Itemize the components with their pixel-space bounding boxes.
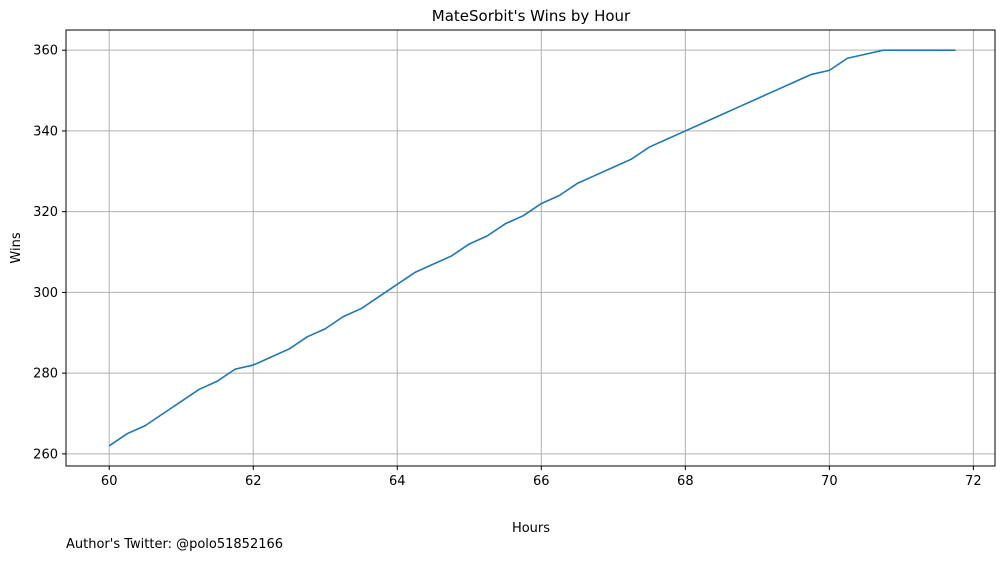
x-axis-ticks: 60 62 64 66 68 70 72: [101, 466, 982, 489]
data-point: [397, 284, 398, 285]
data-point: [145, 425, 146, 426]
data-point: [163, 413, 164, 414]
data-point: [955, 50, 956, 51]
grid: [66, 30, 995, 466]
data-point: [235, 369, 236, 370]
series-group: [108, 49, 956, 447]
x-tick-label: 60: [101, 474, 118, 489]
data-point: [793, 82, 794, 83]
y-tick-label: 340: [33, 124, 58, 139]
data-point: [811, 74, 812, 75]
data-point: [739, 106, 740, 107]
data-point: [379, 296, 380, 297]
data-point: [631, 159, 632, 160]
author-credit: Author's Twitter: @polo51852166: [66, 537, 284, 552]
data-point: [613, 167, 614, 168]
data-point: [703, 122, 704, 123]
data-point: [289, 348, 290, 349]
data-point: [109, 445, 110, 446]
data-point: [667, 138, 668, 139]
data-point: [433, 264, 434, 265]
data-point: [415, 272, 416, 273]
data-point: [685, 130, 686, 131]
x-axis-label: Hours: [512, 521, 550, 536]
data-point: [361, 308, 362, 309]
data-point: [253, 364, 254, 365]
x-tick-label: 68: [677, 474, 694, 489]
x-tick-label: 64: [389, 474, 406, 489]
x-tick-label: 70: [821, 474, 838, 489]
data-point: [883, 50, 884, 51]
data-point: [325, 328, 326, 329]
x-tick-label: 72: [965, 474, 982, 489]
data-point: [865, 54, 866, 55]
data-point: [649, 146, 650, 147]
data-point: [271, 356, 272, 357]
data-point: [469, 243, 470, 244]
y-tick-label: 360: [33, 44, 58, 59]
data-point: [919, 50, 920, 51]
data-point: [937, 50, 938, 51]
data-point: [487, 235, 488, 236]
y-axis-label: Wins: [9, 232, 24, 263]
x-tick-label: 66: [533, 474, 550, 489]
data-point: [721, 114, 722, 115]
data-point: [829, 70, 830, 71]
data-point: [757, 98, 758, 99]
data-point: [595, 175, 596, 176]
data-point: [181, 401, 182, 402]
y-tick-label: 260: [33, 447, 58, 462]
y-tick-label: 300: [33, 286, 58, 301]
data-point: [577, 183, 578, 184]
x-tick-label: 62: [245, 474, 262, 489]
data-point: [541, 203, 542, 204]
data-point: [217, 381, 218, 382]
data-point: [199, 389, 200, 390]
y-axis-ticks: 260 280 300 320 340 360: [33, 44, 66, 462]
y-tick-label: 320: [33, 205, 58, 220]
chart-title: MateSorbit's Wins by Hour: [432, 7, 631, 25]
data-point: [901, 50, 902, 51]
data-point: [775, 90, 776, 91]
data-point: [505, 223, 506, 224]
data-point: [127, 433, 128, 434]
y-tick-label: 280: [33, 367, 58, 382]
plot-frame: [65, 29, 996, 467]
data-point: [523, 215, 524, 216]
data-point: [307, 336, 308, 337]
series-line: [108, 49, 956, 447]
data-point: [343, 316, 344, 317]
data-point: [847, 58, 848, 59]
data-point: [559, 195, 560, 196]
data-point: [451, 255, 452, 256]
